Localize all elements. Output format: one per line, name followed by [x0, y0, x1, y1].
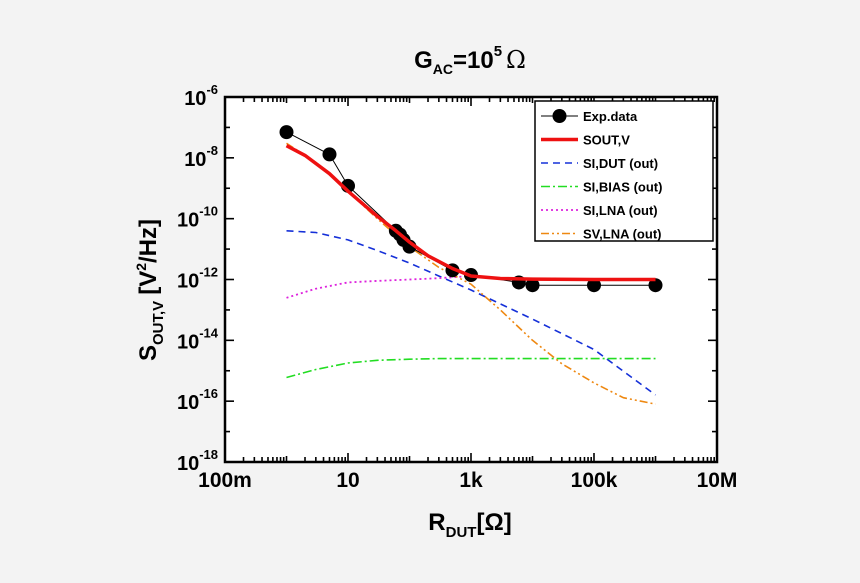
axis-ticks — [224, 96, 717, 463]
y-tick-labels: 10-6 10-8 10-10 10-12 10-14 10-16 10-18 — [177, 82, 219, 475]
legend-label-0: Exp.data — [583, 109, 638, 124]
legend-box — [534, 100, 714, 242]
series-line-4 — [286, 275, 472, 299]
legend-label-3: SI,BIAS (out) — [583, 180, 662, 195]
exp-data-point — [525, 278, 540, 293]
chart-title: GAC=105 Ω — [414, 43, 526, 77]
y-tick-label: 10-18 — [177, 447, 218, 475]
y-tick-label: 10-6 — [184, 82, 218, 110]
legend-label-4: SI,LNA (out) — [583, 203, 658, 218]
y-tick-label: 10-12 — [177, 265, 218, 293]
exp-data-point — [279, 125, 294, 140]
legend-label-2: SI,DUT (out) — [583, 156, 658, 171]
x-tick-label: 100k — [571, 469, 618, 492]
exp-data-point — [587, 278, 601, 293]
y-axis-label: SOUT,V[V2/Hz] — [133, 219, 167, 361]
series-line-3 — [286, 357, 656, 379]
x-tick-label: 10 — [336, 469, 359, 492]
series-line-2 — [286, 230, 656, 396]
y-tick-label: 10-16 — [177, 386, 218, 414]
legend-label-5: SV,LNA (out) — [583, 227, 661, 242]
y-tick-label: 10-10 — [177, 204, 218, 232]
series-line-1 — [285, 144, 656, 282]
legend-marker — [552, 109, 567, 123]
x-tick-label: 100m — [198, 469, 252, 492]
x-tick-label: 10M — [697, 469, 738, 492]
x-tick-labels: 100m 10 1k 100k 10M — [198, 469, 737, 492]
exp-data-point — [648, 278, 663, 293]
legend-label-1: SOUT,V — [583, 133, 630, 148]
series-layer — [279, 125, 663, 405]
x-axis-label: RDUT[Ω] — [428, 509, 511, 541]
y-tick-label: 10-8 — [184, 143, 218, 171]
exp-data-point — [322, 147, 337, 162]
legend: Exp.data SOUT,V SI,DUT (out) SI,BIAS (out) S… — [534, 100, 714, 242]
series-line-5 — [286, 142, 656, 405]
x-tick-label: 1k — [459, 469, 483, 492]
y-tick-label: 10-14 — [177, 325, 219, 353]
